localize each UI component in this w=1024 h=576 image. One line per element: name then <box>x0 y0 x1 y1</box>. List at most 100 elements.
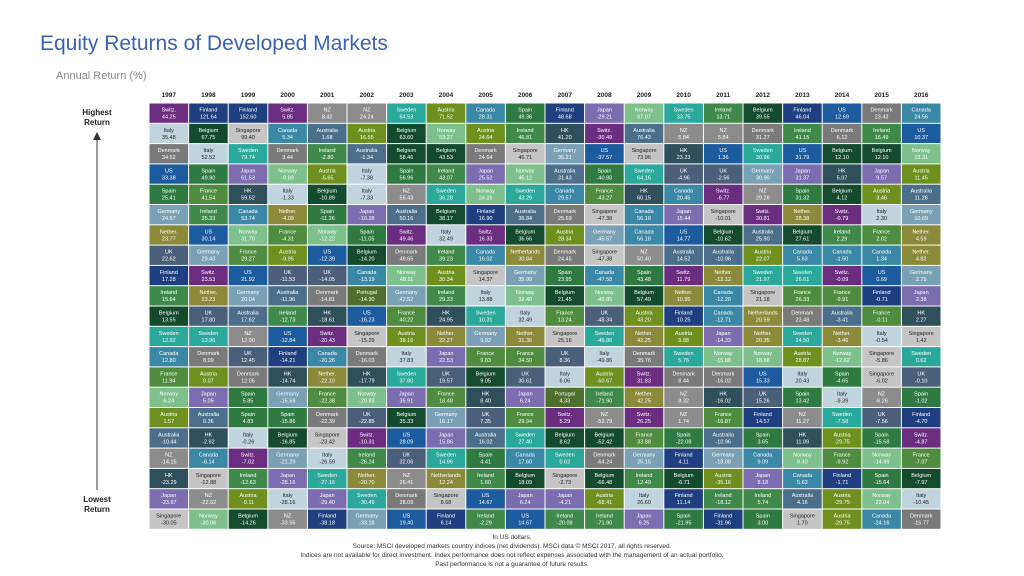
return-cell <box>862 265 901 286</box>
cell-return-label: -24.16 <box>874 521 890 527</box>
cell-return-label: 45.12 <box>518 175 532 181</box>
return-cell <box>347 245 387 265</box>
cell-return-label: -26.24 <box>359 460 375 466</box>
return-cell <box>545 367 585 387</box>
cell-country-label: UK <box>363 412 371 418</box>
cell-return-label: 29.94 <box>518 419 532 425</box>
return-cell <box>703 286 743 306</box>
cell-return-label: -12.12 <box>715 277 731 283</box>
return-cell <box>268 286 307 306</box>
cell-country-label: Ireland <box>438 168 455 174</box>
cell-country-label: Norway <box>872 493 891 499</box>
return-cell <box>743 123 783 144</box>
cell-country-label: UK <box>442 371 450 377</box>
cell-return-label: 6.14 <box>441 521 452 527</box>
cell-country-label: Japan <box>359 209 374 215</box>
cell-country-label: Ireland <box>438 290 455 296</box>
return-cell <box>664 448 703 468</box>
cell-return-label: 4.16 <box>797 500 808 506</box>
cell-country-label: NZ <box>324 108 332 114</box>
cell-return-label: 55.43 <box>400 196 414 202</box>
cell-return-label: -10.96 <box>715 257 731 263</box>
cell-return-label: 8.36 <box>559 358 570 364</box>
return-cell <box>505 184 545 204</box>
return-cell <box>545 306 585 326</box>
cell-return-label: 41.54 <box>202 196 216 202</box>
cell-return-label: 24.56 <box>914 115 928 121</box>
cell-country-label: Nether. <box>358 473 376 479</box>
year-header: 2010 <box>676 92 691 99</box>
cell-country-label: UK <box>284 270 292 276</box>
cell-country-label: Canada <box>199 453 219 459</box>
return-cell <box>703 164 743 184</box>
cell-country-label: Spain <box>201 168 215 174</box>
return-cell <box>743 326 783 347</box>
cell-return-label: -14.33 <box>715 338 731 344</box>
return-cell <box>149 286 189 306</box>
return-cell <box>862 387 901 407</box>
cell-return-label: 11.45 <box>915 175 928 181</box>
return-cell <box>426 245 466 265</box>
cell-return-label: -47.38 <box>597 257 613 263</box>
cell-return-label: 24.64 <box>479 135 493 141</box>
cell-return-label: -23.67 <box>161 500 177 506</box>
return-cell <box>228 468 268 489</box>
cell-return-label: 20.04 <box>241 297 255 303</box>
cell-country-label: France <box>398 311 415 317</box>
return-cell <box>822 306 862 326</box>
return-cell <box>901 509 941 529</box>
cell-country-label: France <box>635 432 652 438</box>
cell-country-label: US <box>917 128 925 134</box>
cell-country-label: Australia <box>356 148 378 154</box>
return-cell <box>466 103 505 123</box>
cell-return-label: 35.48 <box>162 135 176 141</box>
return-cell <box>149 326 189 347</box>
return-cell <box>189 448 228 468</box>
cell-return-label: -47.58 <box>597 277 613 283</box>
chart-subtitle: Annual Return (%) <box>56 70 147 82</box>
cell-country-label: France <box>794 290 811 296</box>
return-cell <box>743 164 783 184</box>
cell-country-label: Canada <box>714 290 734 296</box>
cell-country-label: Singapore <box>552 331 577 337</box>
cell-return-label: -68.41 <box>597 500 613 506</box>
cell-return-label: 25.16 <box>558 338 572 344</box>
cell-country-label: Canada <box>634 229 654 235</box>
return-cell <box>228 428 268 448</box>
cell-country-label: Sweden <box>476 311 496 317</box>
return-cell <box>545 489 585 509</box>
return-cell <box>466 265 505 286</box>
cell-country-label: Australia <box>673 250 695 256</box>
cell-return-label: 49.36 <box>518 115 532 121</box>
return-cell <box>783 306 822 326</box>
cell-return-label: 56.18 <box>637 236 651 242</box>
return-cell <box>466 489 505 509</box>
return-cell <box>545 265 585 286</box>
return-cell <box>783 408 822 428</box>
cell-country-label: Denmark <box>633 351 656 357</box>
cell-return-label: 17.60 <box>518 460 532 466</box>
return-cell <box>585 428 624 448</box>
cell-return-label: 9.88 <box>678 338 689 344</box>
cell-return-label: -20.26 <box>319 358 335 364</box>
cell-country-label: Germany <box>395 290 418 296</box>
cell-return-label: 20.43 <box>796 378 810 384</box>
return-cell <box>387 225 426 245</box>
cell-return-label: -27.16 <box>319 480 335 486</box>
cell-country-label: Switz. <box>914 432 929 438</box>
cell-country-label: US <box>165 168 173 174</box>
cell-return-label: 1.70 <box>797 521 808 527</box>
cell-return-label: 63.60 <box>400 135 414 141</box>
cell-country-label: Italy <box>283 189 293 195</box>
return-cell <box>624 184 664 204</box>
cell-country-label: Ireland <box>794 128 811 134</box>
return-cell <box>624 164 664 184</box>
cell-country-label: Belgium <box>792 229 812 235</box>
cell-country-label: Germany <box>712 453 735 459</box>
year-header: 2006 <box>518 92 533 99</box>
cell-return-label: 24.24 <box>360 115 374 121</box>
cell-country-label: Sweden <box>436 453 456 459</box>
return-cell <box>387 245 426 265</box>
return-cell <box>505 144 545 164</box>
cell-return-label: 2.27 <box>916 318 927 324</box>
